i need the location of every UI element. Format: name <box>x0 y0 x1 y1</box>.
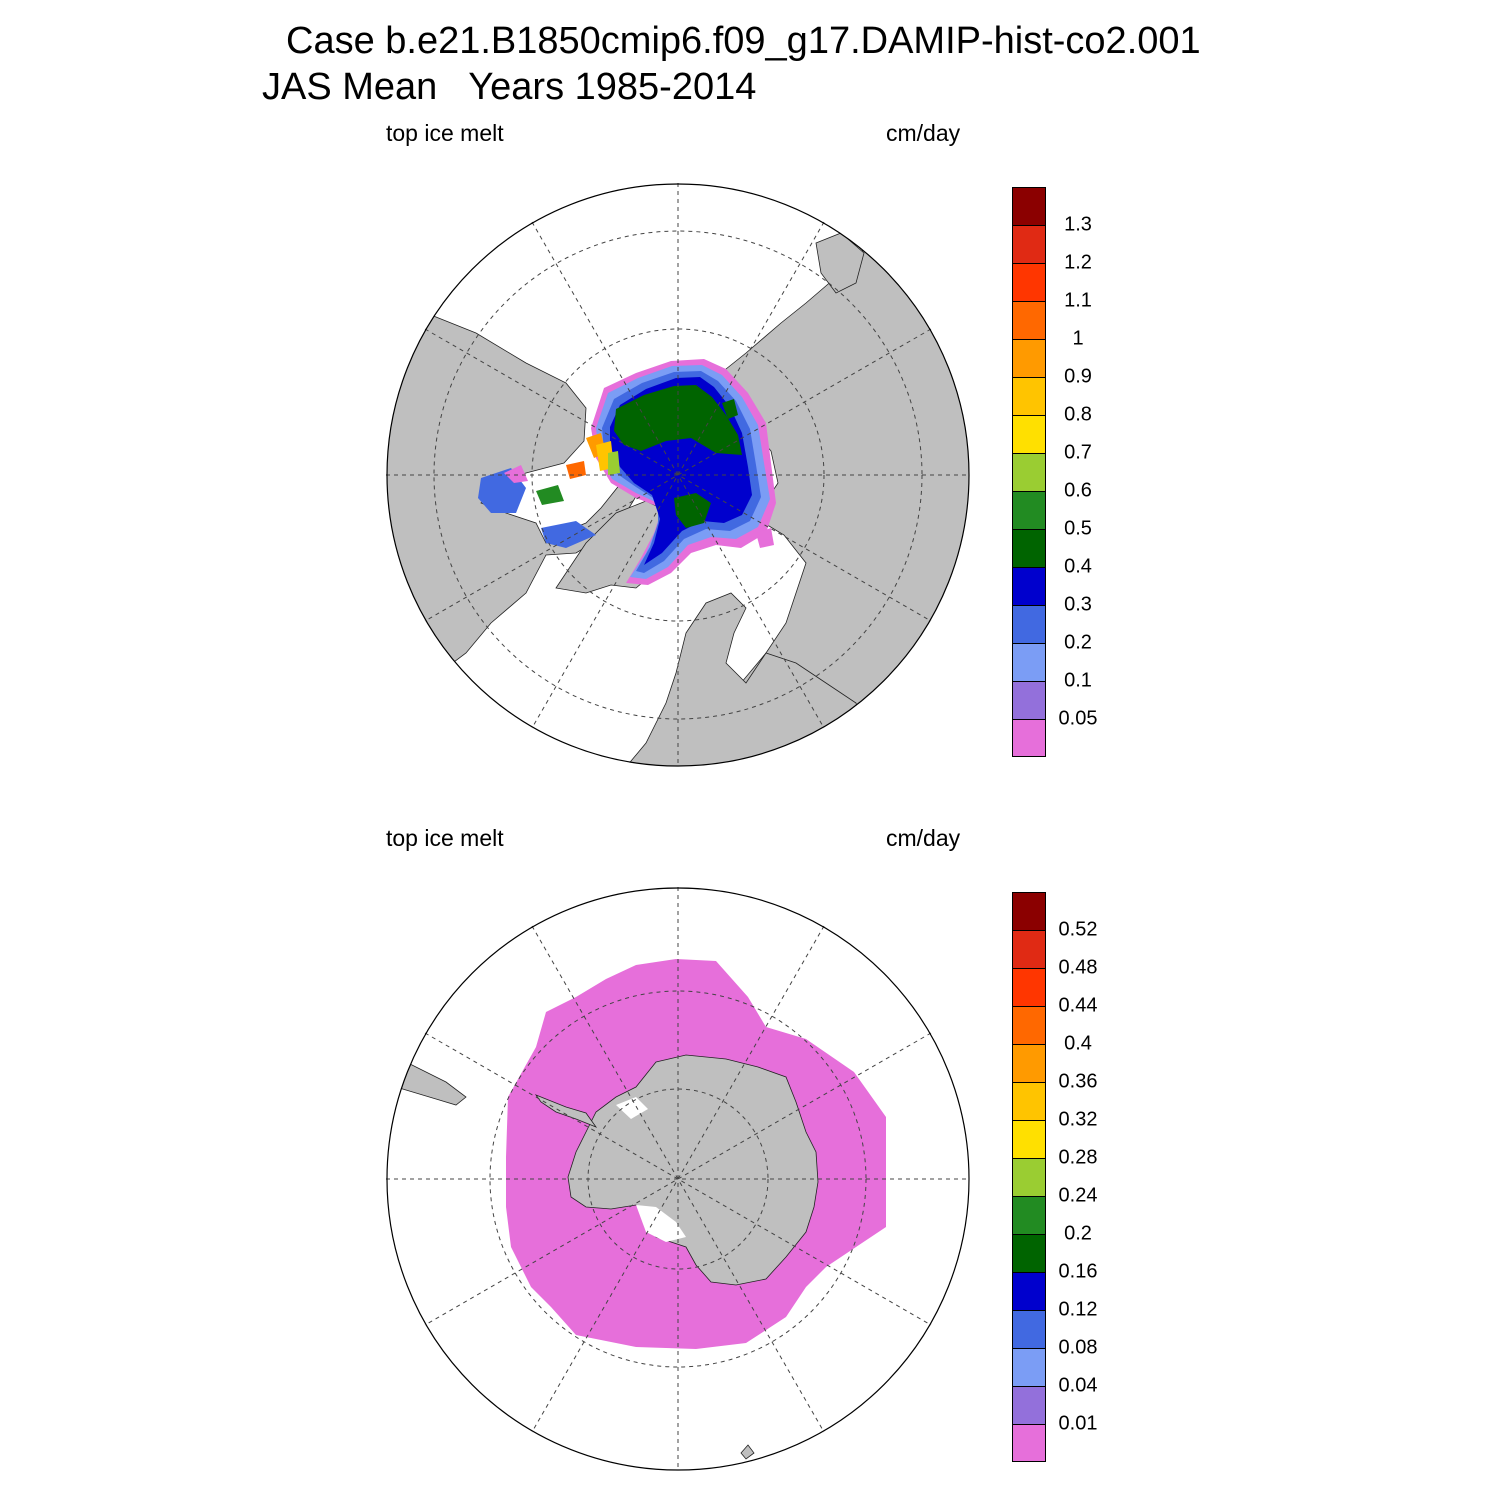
colorbar-tick-label: 0.32 <box>1058 1108 1098 1131</box>
map-boundary <box>386 887 970 1471</box>
north-colorbar <box>1012 187 1046 757</box>
colorbar-tick-label: 0.12 <box>1058 1298 1098 1321</box>
colorbar-bin <box>1012 339 1046 377</box>
colorbar-bin <box>1012 529 1046 567</box>
colorbar-tick-label: 0.01 <box>1058 1412 1098 1435</box>
colorbar-bin <box>1012 968 1046 1006</box>
colorbar-bin <box>1012 643 1046 681</box>
colorbar-bin <box>1012 1348 1046 1386</box>
land-north-america <box>387 292 642 704</box>
colorbar-tick-label: 0.44 <box>1058 994 1098 1017</box>
map-boundary <box>386 183 970 767</box>
colorbar-bin <box>1012 1234 1046 1272</box>
colorbar-tick-label: 0.5 <box>1064 517 1092 540</box>
colorbar-bin <box>1012 377 1046 415</box>
colorbar-bin <box>1012 1082 1046 1120</box>
panel-south-variable-label: top ice melt <box>386 825 504 851</box>
colorbar-bin <box>1012 892 1046 930</box>
figure-title: Case b.e21.B1850cmip6.f09_g17.DAMIP-hist… <box>286 20 1201 62</box>
colorbar-bin <box>1012 453 1046 491</box>
colorbar-tick-label: 0.48 <box>1058 956 1098 979</box>
colorbar-tick-label: 0.36 <box>1058 1070 1098 1093</box>
colorbar-bin <box>1012 1386 1046 1424</box>
colorbar-bin <box>1012 681 1046 719</box>
colorbar-bin <box>1012 1120 1046 1158</box>
colorbar-bin <box>1012 1044 1046 1082</box>
colorbar-bin <box>1012 415 1046 453</box>
colorbar-bin <box>1012 1196 1046 1234</box>
colorbar-tick-label: 1.1 <box>1064 289 1092 312</box>
colorbar-tick-label: 0.4 <box>1064 1032 1092 1055</box>
colorbar-bin <box>1012 1006 1046 1044</box>
panel-north-units-label: cm/day <box>886 120 961 146</box>
south-polar-map <box>386 887 970 1471</box>
colorbar-bin <box>1012 605 1046 643</box>
colorbar-bin <box>1012 491 1046 529</box>
colorbar-bin <box>1012 1272 1046 1310</box>
land-antarctic-peninsula <box>534 1094 598 1128</box>
colorbar-bin <box>1012 187 1046 225</box>
colorbar-tick-label: 0.6 <box>1064 479 1092 502</box>
colorbar-tick-label: 0.2 <box>1064 631 1092 654</box>
colorbar-tick-label: 0.8 <box>1064 403 1092 426</box>
colorbar-tick-label: 1.2 <box>1064 251 1092 274</box>
figure-subtitle: JAS Mean Years 1985-2014 <box>262 66 757 108</box>
colorbar-tick-label: 0.7 <box>1064 441 1092 464</box>
colorbar-bin <box>1012 1158 1046 1196</box>
colorbar-tick-label: 0.16 <box>1058 1260 1098 1283</box>
colorbar-tick-label: 0.52 <box>1058 918 1098 941</box>
colorbar-tick-label: 0.9 <box>1064 365 1092 388</box>
colorbar-bin <box>1012 719 1046 757</box>
colorbar-tick-label: 0.24 <box>1058 1184 1098 1207</box>
colorbar-bin <box>1012 1424 1046 1462</box>
colorbar-tick-label: 0.1 <box>1064 669 1092 692</box>
colorbar-tick-label: 0.05 <box>1058 707 1098 730</box>
colorbar-tick-label: 1.3 <box>1064 213 1092 236</box>
colorbar-tick-label: 0.3 <box>1064 593 1092 616</box>
colorbar-tick-label: 0.08 <box>1058 1336 1098 1359</box>
graticule <box>386 183 970 767</box>
panel-south-units-label: cm/day <box>886 825 961 851</box>
colorbar-bin <box>1012 930 1046 968</box>
graticule <box>386 887 970 1471</box>
colorbar-bin <box>1012 263 1046 301</box>
colorbar-bin <box>1012 1310 1046 1348</box>
south-colorbar <box>1012 892 1046 1462</box>
colorbar-bin <box>1012 567 1046 605</box>
north-polar-map <box>386 183 970 767</box>
colorbar-tick-label: 0.2 <box>1064 1222 1092 1245</box>
colorbar-tick-label: 0.04 <box>1058 1374 1098 1397</box>
colorbar-bin <box>1012 225 1046 263</box>
colorbar-tick-label: 0.28 <box>1058 1146 1098 1169</box>
panel-north-variable-label: top ice melt <box>386 120 504 146</box>
colorbar-tick-label: 1 <box>1072 327 1084 350</box>
colorbar-bin <box>1012 301 1046 339</box>
colorbar-tick-label: 0.4 <box>1064 555 1092 578</box>
